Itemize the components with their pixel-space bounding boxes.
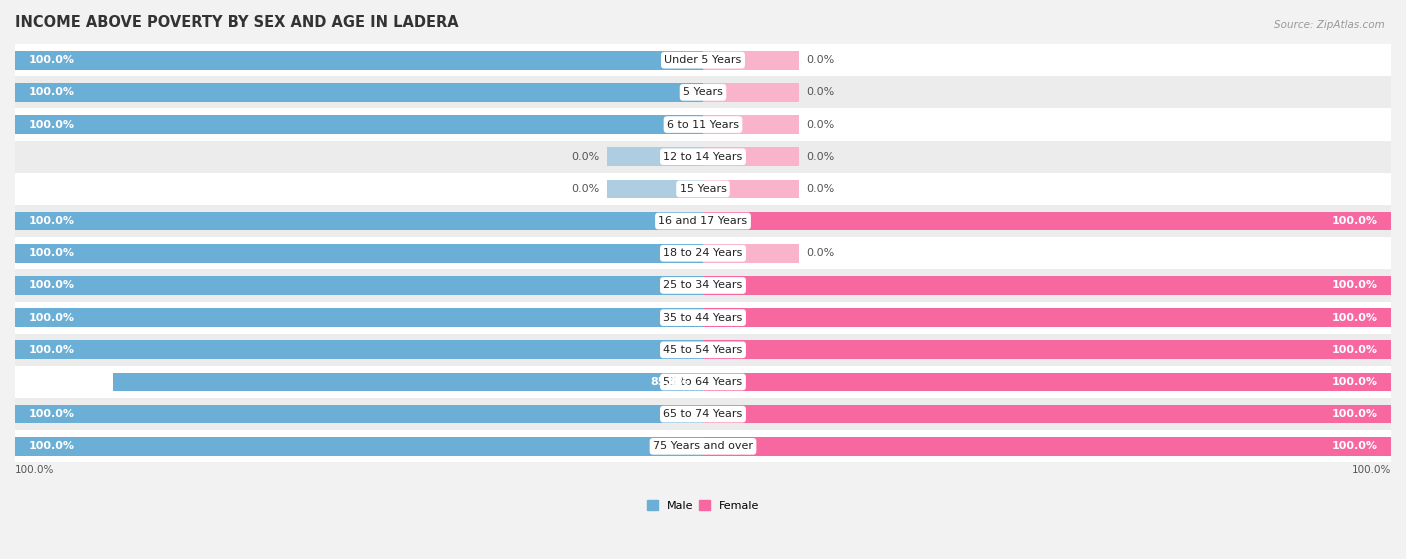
Bar bbox=[15, 430, 1391, 462]
Bar bbox=[15, 76, 1391, 108]
Text: 0.0%: 0.0% bbox=[806, 248, 834, 258]
Text: Source: ZipAtlas.com: Source: ZipAtlas.com bbox=[1274, 20, 1385, 30]
Text: 6 to 11 Years: 6 to 11 Years bbox=[666, 120, 740, 130]
Text: 0.0%: 0.0% bbox=[806, 151, 834, 162]
Text: 100.0%: 100.0% bbox=[28, 216, 75, 226]
Text: 100.0%: 100.0% bbox=[1331, 377, 1378, 387]
Text: 100.0%: 100.0% bbox=[1351, 465, 1391, 475]
Text: 100.0%: 100.0% bbox=[28, 55, 75, 65]
Text: 100.0%: 100.0% bbox=[28, 409, 75, 419]
Bar bbox=[15, 276, 703, 295]
Bar bbox=[15, 51, 703, 69]
Bar bbox=[703, 405, 1391, 424]
Text: 100.0%: 100.0% bbox=[1331, 312, 1378, 323]
Text: 100.0%: 100.0% bbox=[28, 312, 75, 323]
Text: Under 5 Years: Under 5 Years bbox=[665, 55, 741, 65]
Bar bbox=[703, 244, 800, 263]
Text: 0.0%: 0.0% bbox=[806, 87, 834, 97]
Bar bbox=[15, 205, 1391, 237]
Bar bbox=[15, 244, 703, 263]
Text: 16 and 17 Years: 16 and 17 Years bbox=[658, 216, 748, 226]
Text: 100.0%: 100.0% bbox=[1331, 442, 1378, 451]
Bar bbox=[606, 148, 703, 166]
Text: 100.0%: 100.0% bbox=[28, 87, 75, 97]
Bar bbox=[15, 301, 1391, 334]
Bar bbox=[15, 340, 703, 359]
Bar bbox=[15, 366, 1391, 398]
Text: 25 to 34 Years: 25 to 34 Years bbox=[664, 281, 742, 291]
Text: 100.0%: 100.0% bbox=[1331, 345, 1378, 355]
Legend: Male, Female: Male, Female bbox=[643, 496, 763, 515]
Text: 55 to 64 Years: 55 to 64 Years bbox=[664, 377, 742, 387]
Text: 15 Years: 15 Years bbox=[679, 184, 727, 194]
Text: 0.0%: 0.0% bbox=[572, 184, 600, 194]
Bar bbox=[703, 437, 1391, 456]
Bar bbox=[703, 148, 800, 166]
Bar bbox=[15, 141, 1391, 173]
Text: 100.0%: 100.0% bbox=[15, 465, 55, 475]
Text: INCOME ABOVE POVERTY BY SEX AND AGE IN LADERA: INCOME ABOVE POVERTY BY SEX AND AGE IN L… bbox=[15, 15, 458, 30]
Text: 18 to 24 Years: 18 to 24 Years bbox=[664, 248, 742, 258]
Bar bbox=[703, 115, 800, 134]
Bar bbox=[15, 334, 1391, 366]
Bar bbox=[15, 237, 1391, 269]
Text: 65 to 74 Years: 65 to 74 Years bbox=[664, 409, 742, 419]
Text: 0.0%: 0.0% bbox=[806, 55, 834, 65]
Text: 75 Years and over: 75 Years and over bbox=[652, 442, 754, 451]
Bar bbox=[703, 276, 1391, 295]
Bar bbox=[703, 179, 800, 198]
Bar bbox=[703, 309, 1391, 327]
Bar bbox=[15, 173, 1391, 205]
Text: 12 to 14 Years: 12 to 14 Years bbox=[664, 151, 742, 162]
Text: 85.8%: 85.8% bbox=[651, 377, 689, 387]
Text: 100.0%: 100.0% bbox=[28, 120, 75, 130]
Bar bbox=[15, 115, 703, 134]
Text: 45 to 54 Years: 45 to 54 Years bbox=[664, 345, 742, 355]
Bar bbox=[606, 179, 703, 198]
Bar bbox=[15, 269, 1391, 301]
Bar bbox=[703, 83, 800, 102]
Text: 5 Years: 5 Years bbox=[683, 87, 723, 97]
Bar bbox=[15, 44, 1391, 76]
Text: 100.0%: 100.0% bbox=[28, 345, 75, 355]
Text: 0.0%: 0.0% bbox=[572, 151, 600, 162]
Bar bbox=[703, 212, 1391, 230]
Bar bbox=[15, 108, 1391, 141]
Bar bbox=[15, 437, 703, 456]
Bar bbox=[703, 51, 800, 69]
Text: 100.0%: 100.0% bbox=[1331, 216, 1378, 226]
Text: 0.0%: 0.0% bbox=[806, 120, 834, 130]
Bar bbox=[703, 373, 1391, 391]
Text: 100.0%: 100.0% bbox=[1331, 409, 1378, 419]
Text: 35 to 44 Years: 35 to 44 Years bbox=[664, 312, 742, 323]
Bar bbox=[15, 212, 703, 230]
Bar bbox=[15, 309, 703, 327]
Bar bbox=[15, 398, 1391, 430]
Text: 0.0%: 0.0% bbox=[806, 184, 834, 194]
Text: 100.0%: 100.0% bbox=[1331, 281, 1378, 291]
Text: 100.0%: 100.0% bbox=[28, 442, 75, 451]
Text: 100.0%: 100.0% bbox=[28, 281, 75, 291]
Bar bbox=[15, 405, 703, 424]
Text: 100.0%: 100.0% bbox=[28, 248, 75, 258]
Bar bbox=[703, 340, 1391, 359]
Bar bbox=[112, 373, 703, 391]
Bar bbox=[15, 83, 703, 102]
